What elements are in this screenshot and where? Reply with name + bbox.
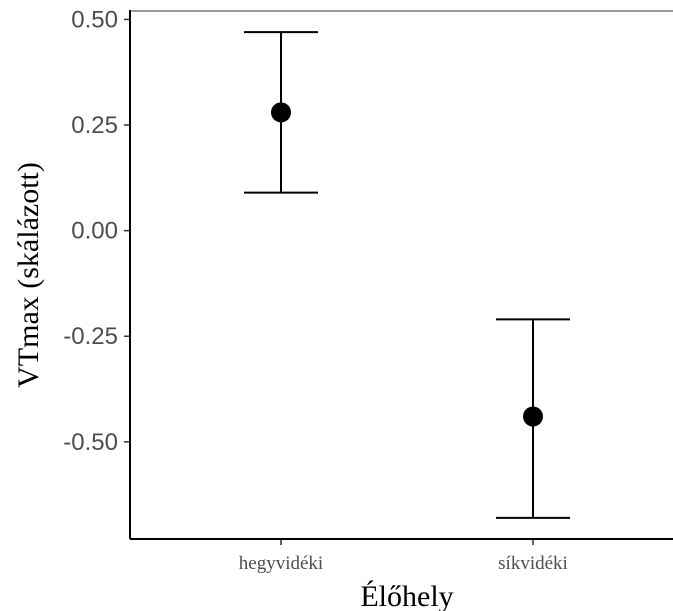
y-tick-label: 0.25 [71,112,118,139]
y-tick-label: 0.50 [71,6,118,33]
y-tick-label: 0.00 [71,218,118,245]
x-axis-tick-labels: hegyvidéki síkvidéki [239,553,568,574]
y-axis-title: VTmax (skálázott) [12,162,45,388]
y-tick-label: -0.50 [63,429,118,456]
x-tick-label: síkvidéki [498,553,568,574]
data-point [271,102,291,123]
data-point [523,406,543,427]
data-points [271,102,543,427]
y-tick-label: -0.25 [63,323,118,350]
x-axis-title: Élőhely [360,580,453,611]
x-tick-label: hegyvidéki [239,553,323,574]
error-bars [244,31,570,519]
y-axis-tick-labels: 0.50 0.25 0.00 -0.25 -0.50 [63,6,118,455]
